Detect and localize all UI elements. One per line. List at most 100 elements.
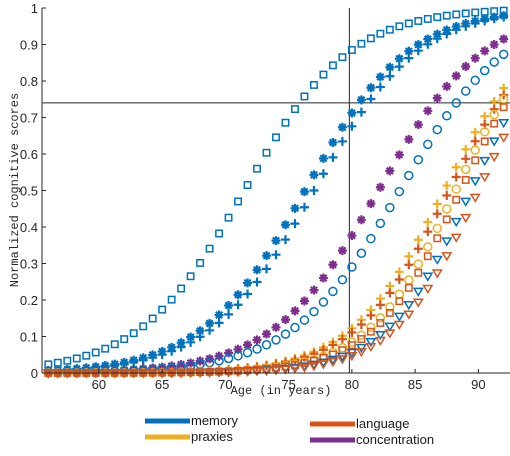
data-point-circle: [271, 335, 281, 345]
data-point-asterisk: [186, 332, 196, 342]
data-point-triangle: [450, 233, 462, 243]
data-point-square: [347, 341, 356, 350]
data-point-plus: [167, 346, 177, 356]
data-point-circle: [385, 302, 395, 312]
data-point-plus: [385, 71, 395, 81]
data-point-asterisk: [195, 326, 205, 336]
data-point-square: [461, 9, 470, 18]
x-axis-label: Age (in years): [231, 384, 332, 398]
data-point-circle: [356, 248, 367, 258]
y-tick-label: 1: [31, 1, 38, 16]
legend-label: concentration: [356, 432, 434, 447]
data-point-plus: [233, 300, 243, 310]
data-point-asterisk: [167, 361, 177, 371]
data-point-triangle: [365, 338, 377, 348]
x-tick-label: 80: [345, 377, 359, 392]
data-point-plus: [366, 310, 376, 320]
data-point-circle: [423, 139, 433, 150]
data-point-plus: [176, 342, 186, 352]
data-point-circle: [413, 154, 424, 165]
data-point-plus: [499, 12, 509, 22]
data-point-square: [158, 305, 167, 314]
data-point-plus: [290, 219, 300, 229]
data-point-plus: [489, 96, 499, 106]
data-point-square: [281, 118, 290, 127]
legend: memory language praxies concentration: [145, 413, 434, 447]
data-point-triangle: [422, 284, 434, 294]
data-point-square: [148, 314, 157, 323]
data-point-triangle: [403, 301, 415, 311]
y-tick-label: 0.9: [20, 38, 38, 53]
data-point-square: [366, 327, 375, 336]
data-point-triangle: [469, 177, 481, 187]
data-point-circle: [432, 223, 443, 234]
data-point-plus: [299, 202, 309, 212]
data-point-square: [319, 70, 328, 79]
data-point-triangle: [251, 367, 263, 377]
series-1: [44, 6, 508, 369]
data-point-plus: [328, 152, 338, 162]
data-point-plus: [423, 217, 433, 227]
data-point-asterisk: [243, 340, 253, 350]
data-point-asterisk: [394, 150, 404, 160]
data-point-triangle: [336, 355, 348, 365]
data-point-triangle: [422, 272, 434, 282]
data-point-plus: [366, 94, 376, 104]
data-point-asterisk: [299, 187, 309, 197]
data-point-triangle: [479, 173, 491, 183]
data-point-asterisk: [318, 153, 328, 163]
data-point-triangle: [327, 358, 339, 368]
data-point-asterisk: [328, 137, 338, 147]
data-point-plus: [404, 251, 414, 261]
data-point-asterisk: [413, 40, 423, 50]
plot-area: [42, 8, 510, 373]
data-point-circle: [233, 351, 243, 361]
x-tick-label: 65: [155, 377, 169, 392]
data-point-plus: [423, 39, 433, 49]
data-point-circle: [366, 233, 376, 244]
data-point-asterisk: [499, 34, 509, 44]
data-point-asterisk: [224, 300, 234, 310]
data-point-asterisk: [480, 46, 490, 56]
data-point-circle: [347, 337, 357, 347]
data-point-plus: [252, 277, 262, 287]
data-point-circle: [460, 164, 471, 175]
data-point-plus: [224, 309, 234, 319]
data-point-plus: [385, 288, 395, 298]
data-point-circle: [280, 329, 291, 339]
data-point-circle: [385, 202, 395, 213]
data-point-asterisk: [366, 199, 376, 209]
data-markers: [42, 6, 510, 379]
data-point-plus: [480, 16, 490, 26]
data-point-triangle: [412, 287, 424, 297]
x-tick-label: 75: [281, 377, 295, 392]
data-point-square: [262, 148, 271, 157]
data-point-square: [461, 175, 470, 184]
data-point-square: [414, 268, 423, 277]
data-point-circle: [479, 127, 490, 137]
data-point-square: [376, 29, 385, 38]
data-point-triangle: [460, 197, 472, 207]
data-point-circle: [318, 297, 329, 307]
data-point-plus: [394, 267, 404, 277]
data-point-triangle: [488, 152, 500, 163]
data-point-square: [63, 356, 72, 365]
data-point-triangle: [289, 364, 301, 374]
data-point-square: [167, 295, 176, 304]
y-tick-label: 0.7: [20, 111, 38, 126]
data-point-plus: [280, 235, 290, 245]
data-point-asterisk: [290, 306, 300, 316]
data-point-square: [272, 133, 280, 142]
y-tick-label: 0: [31, 366, 38, 381]
data-point-square: [385, 308, 394, 317]
data-point-triangle: [412, 298, 424, 308]
data-point-asterisk: [224, 348, 234, 358]
data-point-triangle: [469, 193, 481, 203]
data-point-circle: [309, 306, 319, 317]
data-point-asterisk: [423, 34, 433, 44]
data-point-asterisk: [271, 236, 281, 246]
data-point-plus: [404, 260, 414, 270]
data-point-circle: [337, 342, 348, 353]
data-point-triangle: [393, 312, 405, 322]
data-point-triangle: [450, 217, 462, 228]
